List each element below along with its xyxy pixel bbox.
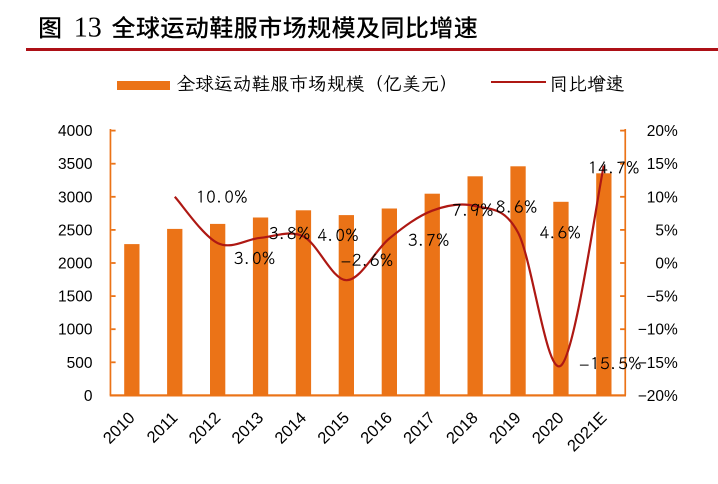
svg-text:2020: 2020 [529, 409, 568, 448]
svg-text:2012: 2012 [186, 409, 225, 448]
svg-text:−10%: −10% [638, 322, 678, 339]
svg-text:3500: 3500 [58, 156, 93, 173]
svg-text:−20%: −20% [638, 388, 678, 405]
svg-text:1500: 1500 [58, 289, 93, 306]
svg-text:2019: 2019 [486, 409, 525, 448]
svg-text:500: 500 [67, 355, 93, 372]
svg-text:3000: 3000 [58, 189, 93, 206]
svg-text:15%: 15% [647, 156, 678, 173]
svg-text:−5%: −5% [646, 289, 678, 306]
svg-text:10%: 10% [647, 189, 678, 206]
svg-text:20%: 20% [647, 123, 678, 140]
svg-text:1000: 1000 [58, 322, 93, 339]
svg-text:13: 13 [74, 13, 102, 44]
svg-text:0: 0 [84, 388, 93, 405]
svg-text:2021E: 2021E [564, 409, 610, 455]
svg-text:2010: 2010 [100, 409, 139, 448]
svg-text:2017: 2017 [400, 409, 439, 448]
svg-text:0%: 0% [655, 256, 678, 273]
svg-text:5%: 5% [655, 222, 678, 239]
svg-text:2013: 2013 [229, 409, 268, 448]
svg-text:4000: 4000 [58, 123, 93, 140]
svg-text:2000: 2000 [58, 256, 93, 273]
svg-text:2015: 2015 [314, 409, 353, 448]
svg-text:−15%: −15% [638, 355, 678, 372]
svg-text:2011: 2011 [144, 409, 182, 447]
svg-text:2500: 2500 [58, 222, 93, 239]
svg-text:2016: 2016 [357, 409, 396, 448]
svg-text:2018: 2018 [443, 409, 482, 448]
svg-text:2014: 2014 [271, 409, 310, 448]
